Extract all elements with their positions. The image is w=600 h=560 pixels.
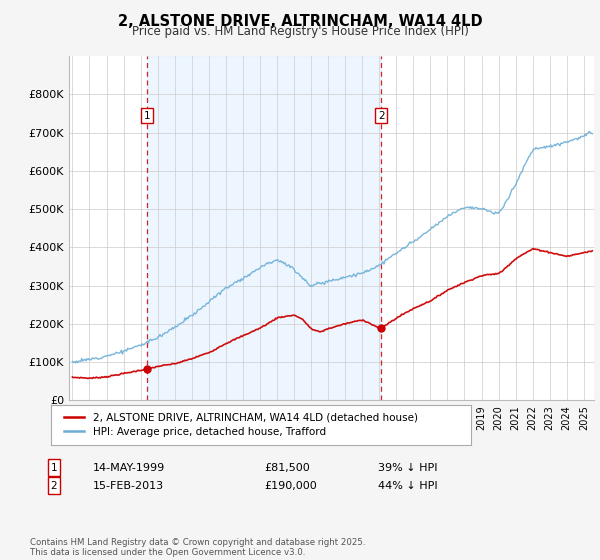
Text: £190,000: £190,000 xyxy=(264,480,317,491)
Text: Contains HM Land Registry data © Crown copyright and database right 2025.
This d: Contains HM Land Registry data © Crown c… xyxy=(30,538,365,557)
Text: 1: 1 xyxy=(143,111,150,121)
Text: 2: 2 xyxy=(378,111,385,121)
Text: 2, ALSTONE DRIVE, ALTRINCHAM, WA14 4LD: 2, ALSTONE DRIVE, ALTRINCHAM, WA14 4LD xyxy=(118,14,482,29)
Text: 1: 1 xyxy=(50,463,58,473)
Text: 39% ↓ HPI: 39% ↓ HPI xyxy=(378,463,437,473)
Text: 44% ↓ HPI: 44% ↓ HPI xyxy=(378,480,437,491)
Text: 2: 2 xyxy=(50,480,58,491)
Text: 15-FEB-2013: 15-FEB-2013 xyxy=(93,480,164,491)
Text: £81,500: £81,500 xyxy=(264,463,310,473)
Legend: 2, ALSTONE DRIVE, ALTRINCHAM, WA14 4LD (detached house), HPI: Average price, det: 2, ALSTONE DRIVE, ALTRINCHAM, WA14 4LD (… xyxy=(61,409,421,441)
Text: Price paid vs. HM Land Registry's House Price Index (HPI): Price paid vs. HM Land Registry's House … xyxy=(131,25,469,38)
Text: 14-MAY-1999: 14-MAY-1999 xyxy=(93,463,165,473)
Bar xyxy=(147,56,381,400)
